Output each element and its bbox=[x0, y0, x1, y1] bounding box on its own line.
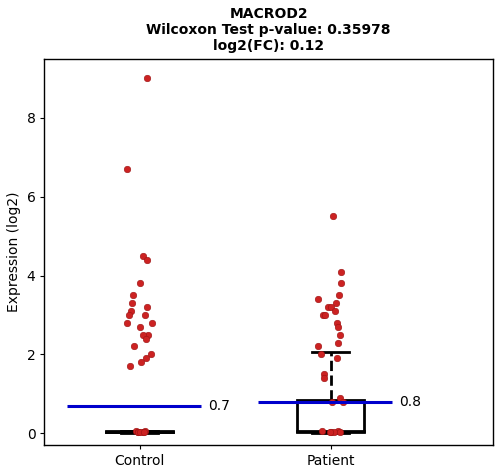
Point bbox=[123, 165, 131, 173]
Point bbox=[334, 323, 342, 331]
Point bbox=[140, 252, 147, 260]
Point bbox=[134, 428, 142, 436]
Point bbox=[137, 359, 145, 366]
Point bbox=[147, 351, 155, 358]
Point bbox=[328, 398, 336, 406]
Title: MACROD2
Wilcoxon Test p-value: 0.35978
log2(FC): 0.12: MACROD2 Wilcoxon Test p-value: 0.35978 l… bbox=[146, 7, 391, 53]
Point bbox=[329, 213, 337, 220]
Point bbox=[139, 331, 147, 339]
Point bbox=[132, 428, 140, 435]
Point bbox=[320, 374, 328, 382]
Point bbox=[326, 428, 334, 436]
Point bbox=[328, 303, 336, 311]
Point bbox=[314, 295, 322, 303]
Point bbox=[334, 354, 342, 362]
Point bbox=[134, 428, 142, 436]
Point bbox=[141, 311, 149, 319]
Point bbox=[324, 303, 332, 311]
Point bbox=[316, 351, 324, 358]
Point bbox=[125, 311, 133, 319]
Point bbox=[128, 299, 136, 307]
Point bbox=[128, 292, 136, 299]
Point bbox=[331, 307, 339, 315]
Point bbox=[142, 335, 150, 342]
Point bbox=[142, 256, 150, 264]
Point bbox=[334, 339, 342, 346]
Point bbox=[326, 428, 334, 436]
Point bbox=[136, 428, 144, 436]
Point bbox=[330, 428, 338, 436]
Point bbox=[332, 299, 340, 307]
Point bbox=[136, 280, 144, 287]
Bar bbox=[298, 399, 364, 432]
Text: 0.8: 0.8 bbox=[400, 395, 421, 408]
Point bbox=[318, 311, 326, 319]
Text: 0.7: 0.7 bbox=[208, 399, 231, 413]
Point bbox=[143, 303, 151, 311]
Point bbox=[136, 323, 144, 331]
Point bbox=[338, 268, 345, 276]
Point bbox=[314, 342, 322, 350]
Y-axis label: Expression (log2): Expression (log2) bbox=[7, 191, 21, 312]
Point bbox=[140, 428, 148, 436]
Point bbox=[335, 292, 343, 299]
Point bbox=[144, 331, 152, 339]
Point bbox=[332, 319, 340, 327]
Point bbox=[337, 280, 345, 287]
Point bbox=[139, 428, 147, 436]
Point bbox=[320, 370, 328, 378]
Point bbox=[140, 428, 148, 435]
Bar bbox=[106, 431, 174, 432]
Point bbox=[122, 319, 130, 327]
Point bbox=[336, 331, 344, 339]
Point bbox=[334, 428, 342, 435]
Point bbox=[142, 354, 150, 362]
Point bbox=[339, 398, 347, 406]
Point bbox=[148, 319, 156, 327]
Point bbox=[127, 307, 135, 315]
Point bbox=[336, 394, 344, 401]
Point bbox=[320, 311, 328, 319]
Point bbox=[336, 428, 344, 436]
Point bbox=[143, 75, 151, 82]
Point bbox=[318, 428, 326, 435]
Point bbox=[130, 342, 138, 350]
Point bbox=[126, 362, 134, 370]
